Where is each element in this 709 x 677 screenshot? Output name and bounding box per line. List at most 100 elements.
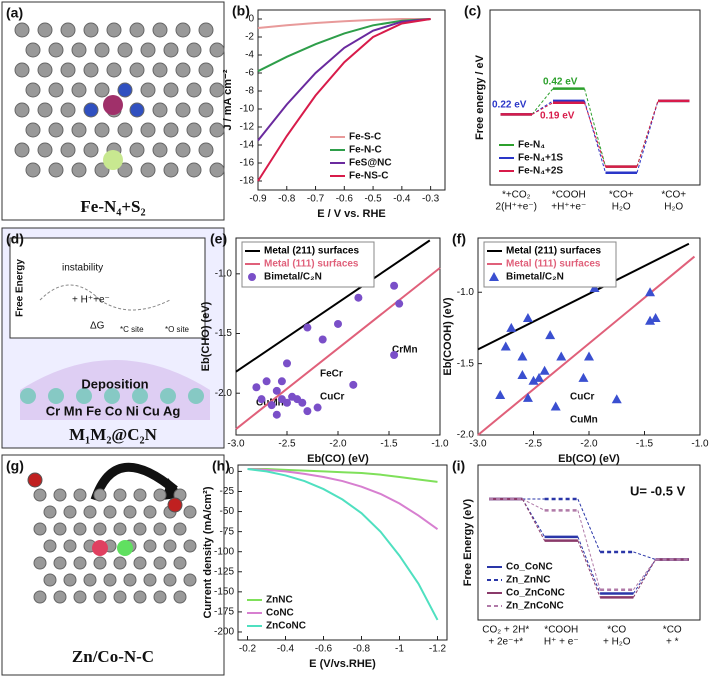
point xyxy=(522,392,533,402)
atom xyxy=(33,556,47,570)
x-tick-label: +H⁺+e⁻ xyxy=(551,202,586,213)
x-tick-label: -0.8 xyxy=(278,194,296,205)
annotation: 0.19 eV xyxy=(540,111,575,122)
atom xyxy=(37,62,53,78)
x-tick-label: + 2e⁻+* xyxy=(488,637,523,648)
series-line xyxy=(247,468,439,621)
legend-label: Fe-N₄ xyxy=(518,140,545,151)
point xyxy=(517,351,528,361)
x-tick-label: -2.0 xyxy=(329,439,347,450)
point xyxy=(283,398,291,407)
x-axis-label: E (V/vs.RHE) xyxy=(309,658,376,670)
atom xyxy=(133,522,147,536)
y-axis-label: Eb(COOH) (eV) xyxy=(442,297,454,376)
atom xyxy=(133,556,147,570)
atom xyxy=(43,573,57,587)
y-tick-label: -4 xyxy=(245,50,254,61)
x-tick-label: -0.8 xyxy=(353,644,371,655)
atom xyxy=(83,22,99,38)
y-axis-label: J / mA cm⁻² xyxy=(222,69,234,130)
legend-label: CoNC xyxy=(266,608,294,619)
x-tick-label: -2.0 xyxy=(580,439,598,450)
x-tick-label: + * xyxy=(666,637,679,648)
atom xyxy=(186,42,202,58)
atom xyxy=(48,42,64,58)
point xyxy=(313,403,322,412)
legend-label: Zn_ZnCoNC xyxy=(506,601,564,612)
atom xyxy=(123,505,137,519)
point xyxy=(277,377,286,386)
x-tick-label: -3.0 xyxy=(469,439,487,450)
atom xyxy=(83,505,97,519)
legend-label: Bimetal/C₂N xyxy=(264,272,322,283)
atom xyxy=(209,82,225,98)
connector xyxy=(636,100,659,167)
x-tick-label: -1.2 xyxy=(429,644,447,655)
point xyxy=(318,335,327,344)
annotation: 0.42 eV xyxy=(543,77,578,88)
legend-label: ZnCoNC xyxy=(266,621,306,632)
y-tick-label: -8 xyxy=(245,86,254,97)
atom xyxy=(129,142,145,158)
atom xyxy=(186,82,202,98)
atom xyxy=(183,539,197,553)
x-tick-label: *COOH xyxy=(544,625,578,636)
y-tick-label: -100 xyxy=(214,546,234,557)
atom xyxy=(33,590,47,604)
connector xyxy=(577,498,601,553)
series-line xyxy=(247,468,439,531)
atom xyxy=(117,82,133,98)
plot-frame xyxy=(489,9,701,186)
y-tick-label: -18 xyxy=(240,176,255,187)
atom xyxy=(140,162,156,178)
point xyxy=(495,390,506,400)
atom xyxy=(152,22,168,38)
atom xyxy=(152,142,168,158)
atom xyxy=(153,522,167,536)
inset-axis: Free Energy xyxy=(15,259,26,317)
point xyxy=(252,383,261,392)
atom xyxy=(106,22,122,38)
panel-label: (h) xyxy=(212,458,230,474)
y-tick-label: -2 xyxy=(245,32,254,43)
metal-atom xyxy=(160,388,176,404)
atom xyxy=(25,162,41,178)
point xyxy=(257,395,266,404)
point xyxy=(522,312,533,322)
annotation: U= -0.5 V xyxy=(630,483,686,498)
metal-list: Cr Mn Fe Co Ni Cu Ag xyxy=(46,403,181,418)
atom xyxy=(25,82,41,98)
atom xyxy=(186,122,202,138)
atom xyxy=(198,62,214,78)
x-tick-label: *CO+ xyxy=(661,190,686,201)
atom xyxy=(163,573,177,587)
point xyxy=(303,407,312,416)
legend-label: ZnNC xyxy=(266,595,293,606)
x-axis-label: Eb(CO) (eV) xyxy=(558,453,620,465)
x-tick-label: -1.0 xyxy=(691,439,709,450)
legend-label: Bimetal/C₂N xyxy=(506,272,564,283)
y-tick-label: -12 xyxy=(240,122,255,133)
atom xyxy=(153,556,167,570)
deposition-label: Deposition xyxy=(81,376,148,391)
panel-label: (f) xyxy=(452,231,466,247)
atom xyxy=(73,556,87,570)
x-tick-label: -1 xyxy=(395,644,404,655)
atom xyxy=(37,102,53,118)
y-tick-label: -2.0 xyxy=(457,430,475,441)
point xyxy=(528,375,539,385)
atom xyxy=(60,22,76,38)
atom xyxy=(43,539,57,553)
atom xyxy=(71,122,87,138)
y-axis-label: Eb(CHO) (eV) xyxy=(200,301,212,371)
caption: M₁M₂@C₂N xyxy=(69,425,157,444)
atom xyxy=(48,162,64,178)
atom xyxy=(63,539,77,553)
legend-label: FeS@NC xyxy=(349,158,392,169)
x-tick-label: -0.3 xyxy=(422,194,440,205)
point xyxy=(539,365,550,375)
x-tick-label: -1.5 xyxy=(380,439,398,450)
illustrations xyxy=(1,1,225,676)
series-line xyxy=(247,468,438,483)
